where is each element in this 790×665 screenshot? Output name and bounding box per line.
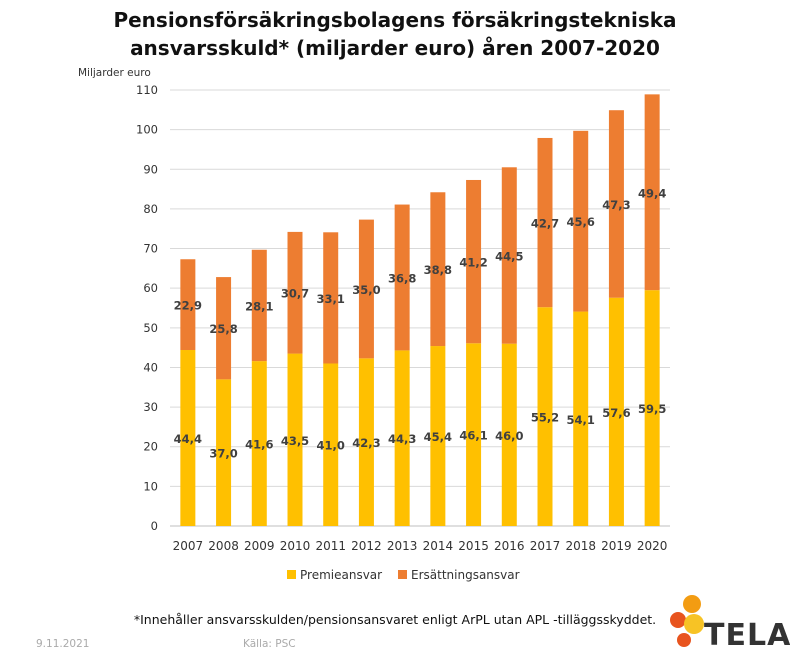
y-tick-label: 0 (151, 519, 158, 533)
x-tick-label: 2010 (280, 539, 311, 553)
x-tick-label: 2015 (458, 539, 489, 553)
chart-title: Pensionsförsäkringsbolagens försäkringst… (0, 6, 790, 62)
data-label-ersattningsansvar: 42,7 (531, 217, 559, 231)
data-label-premieansvar: 44,3 (388, 432, 416, 446)
x-tick-label: 2017 (530, 539, 561, 553)
bar-ersattningsansvar (287, 231, 303, 354)
bar-premieansvar (501, 343, 517, 526)
legend-label-premieansvar: Premieansvar (300, 568, 382, 582)
chart-title-line-2: ansvarsskuld* (miljarder euro) åren 2007… (130, 36, 660, 60)
data-label-premieansvar: 55,2 (531, 411, 559, 425)
y-tick-label: 100 (136, 123, 158, 137)
bar-premieansvar (180, 350, 196, 526)
x-tick-label: 2008 (208, 539, 239, 553)
bar-ersattningsansvar (501, 167, 517, 344)
source-label: Källa: PSC (243, 638, 296, 650)
data-label-ersattningsansvar: 25,8 (209, 322, 237, 336)
x-tick-label: 2011 (315, 539, 346, 553)
bar-ersattningsansvar (466, 179, 482, 344)
data-label-premieansvar: 54,1 (567, 413, 595, 427)
data-label-ersattningsansvar: 28,1 (245, 299, 273, 313)
bar-premieansvar (537, 307, 553, 526)
bar-premieansvar (323, 363, 339, 526)
y-tick-label: 50 (143, 321, 158, 335)
bar-premieansvar (644, 290, 660, 526)
data-label-premieansvar: 44,4 (174, 432, 202, 446)
data-label-premieansvar: 41,6 (245, 438, 273, 452)
data-label-premieansvar: 42,3 (352, 436, 380, 450)
bar-ersattningsansvar (216, 277, 232, 380)
data-label-premieansvar: 43,5 (281, 434, 309, 448)
data-label-premieansvar: 46,1 (459, 429, 487, 443)
x-tick-label: 2007 (173, 539, 204, 553)
data-label-ersattningsansvar: 36,8 (388, 271, 416, 285)
bar-ersattningsansvar (537, 137, 553, 308)
bar-premieansvar (466, 343, 482, 526)
y-tick-label: 70 (143, 242, 158, 256)
bar-ersattningsansvar (394, 204, 410, 351)
data-label-ersattningsansvar: 33,1 (317, 292, 345, 306)
bar-premieansvar (216, 379, 232, 526)
bar-ersattningsansvar (358, 219, 374, 359)
y-tick-label: 30 (143, 400, 158, 414)
bar-premieansvar (287, 353, 303, 526)
x-tick-label: 2009 (244, 539, 275, 553)
bar-ersattningsansvar (251, 249, 267, 362)
bar-premieansvar (358, 358, 374, 526)
legend-swatch-premieansvar (287, 570, 296, 579)
data-label-premieansvar: 41,0 (317, 439, 345, 453)
data-label-ersattningsansvar: 49,4 (638, 186, 666, 200)
data-label-ersattningsansvar: 47,3 (602, 198, 630, 212)
bar-premieansvar (394, 350, 410, 526)
stacked-bar-chart: Miljarder euro 0 10 20 30 40 50 60 70 80 90 100 110 4… (78, 67, 670, 582)
data-label-ersattningsansvar: 22,9 (174, 299, 202, 313)
x-tick-label: 2013 (387, 539, 418, 553)
data-label-ersattningsansvar: 38,8 (424, 263, 452, 277)
x-tick-label: 2020 (637, 539, 668, 553)
data-label-ersattningsansvar: 45,6 (567, 215, 595, 229)
footnote: *Innehåller ansvarsskulden/pensionsansva… (133, 612, 657, 627)
y-tick-label: 20 (143, 440, 158, 454)
data-label-ersattningsansvar: 41,2 (459, 256, 487, 270)
bar-premieansvar (430, 346, 446, 526)
data-label-premieansvar: 46,0 (495, 429, 523, 443)
data-label-premieansvar: 37,0 (209, 447, 237, 461)
data-label-premieansvar: 57,6 (602, 406, 630, 420)
bar-premieansvar (608, 297, 624, 526)
x-tick-label: 2014 (423, 539, 454, 553)
logo-text: TELA (704, 618, 790, 653)
tela-logo: TELA (664, 592, 790, 658)
y-tick-label: 110 (136, 83, 158, 97)
y-tick-label: 60 (143, 281, 158, 295)
x-tick-label: 2012 (351, 539, 382, 553)
y-tick-label: 80 (143, 202, 158, 216)
tela-logo-icon (670, 595, 704, 647)
x-tick-label: 2016 (494, 539, 525, 553)
chart-title-line-1: Pensionsförsäkringsbolagens försäkringst… (113, 8, 677, 32)
data-label-ersattningsansvar: 44,5 (495, 249, 523, 263)
bar-ersattningsansvar (644, 94, 660, 291)
y-tick-label: 10 (143, 479, 158, 493)
bar-premieansvar (251, 361, 267, 526)
legend-label-ersattningsansvar: Ersättningsansvar (411, 568, 520, 582)
y-tick-label: 90 (143, 162, 158, 176)
bar-ersattningsansvar (430, 192, 446, 347)
data-label-premieansvar: 59,5 (638, 402, 666, 416)
bar-premieansvar (573, 311, 589, 526)
x-tick-label: 2019 (601, 539, 632, 553)
date-label: 9.11.2021 (36, 638, 90, 650)
legend-swatch-ersattningsansvar (398, 570, 407, 579)
data-label-ersattningsansvar: 35,0 (352, 283, 380, 297)
y-tick-label: 40 (143, 360, 158, 374)
y-axis-title: Miljarder euro (78, 67, 151, 79)
bar-ersattningsansvar (573, 130, 589, 312)
bar-ersattningsansvar (180, 259, 196, 351)
bar-ersattningsansvar (323, 232, 339, 364)
bar-ersattningsansvar (608, 110, 624, 298)
data-label-ersattningsansvar: 30,7 (281, 287, 309, 301)
x-tick-label: 2018 (565, 539, 596, 553)
data-label-premieansvar: 45,4 (424, 430, 452, 444)
